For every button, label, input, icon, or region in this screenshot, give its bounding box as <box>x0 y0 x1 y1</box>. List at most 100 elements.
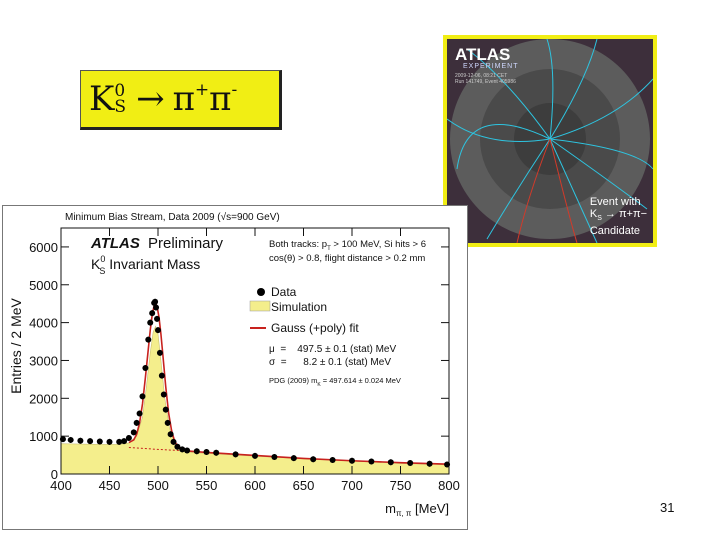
event-info-line: 2009-12-06, 08:21 CET <box>455 73 508 79</box>
formula-arrow: → <box>136 79 165 119</box>
mass-plot: Minimum Bias Stream, Data 2009 (√s=900 G… <box>2 205 468 530</box>
event-display-graphic <box>447 39 653 243</box>
data-point <box>203 449 210 456</box>
x-axis-label: mπ, π [MeV] <box>385 501 449 518</box>
plot-header: Minimum Bias Stream, Data 2009 (√s=900 G… <box>65 211 280 223</box>
data-point <box>167 431 174 438</box>
data-point <box>152 298 159 305</box>
data-point <box>170 438 177 445</box>
data-point <box>426 460 433 467</box>
formula-k-sub: S <box>114 97 127 117</box>
data-point <box>153 304 160 311</box>
data-point <box>232 451 239 458</box>
legend-fit: Gauss (+poly) fit <box>271 321 359 335</box>
x-tick-label: 500 <box>147 478 169 493</box>
data-point <box>149 310 156 317</box>
event-caption-line3: Candidate <box>589 225 640 237</box>
data-point <box>158 372 165 379</box>
cuts-line1: Both tracks: pT > 100 MeV, Si hits > 6 <box>269 239 426 252</box>
data-point <box>59 436 66 443</box>
atlas-label: ATLAS <box>90 235 140 252</box>
data-point <box>174 443 181 450</box>
fit-pdg: PDG (2009) mK = 497.614 ± 0.024 MeV <box>269 376 401 388</box>
legend-data-marker <box>257 288 265 296</box>
event-caption: Event with KS → π+π− Candidate <box>590 196 647 237</box>
subtitle: K0 S Invariant Mass <box>91 254 200 276</box>
event-info-line: Run 141749, Event 405986 <box>455 79 516 85</box>
y-axis-label: Entries / 2 MeV <box>8 297 24 393</box>
formula-pi-plus-sup: + <box>194 80 210 100</box>
background-fit-line <box>128 447 188 452</box>
data-point <box>213 449 220 456</box>
data-point <box>407 460 414 467</box>
y-tick-label: 0 <box>51 467 58 482</box>
x-tick-label: 700 <box>341 478 363 493</box>
event-info: 2009-12-06, 08:21 CET Run 141749, Event … <box>455 73 516 85</box>
x-tick-label: 400 <box>50 478 72 493</box>
preliminary-label: Preliminary <box>148 235 224 252</box>
data-point <box>160 391 167 398</box>
formula-pi-minus-sup: - <box>231 80 238 100</box>
legend-simulation-swatch <box>249 300 271 312</box>
data-point <box>96 438 103 445</box>
event-display: ATLAS EXPERIMENT 2009-12-06, 08:21 CET R… <box>443 35 657 247</box>
legend-simulation: Simulation <box>271 300 327 314</box>
data-point <box>349 457 355 464</box>
data-point <box>87 438 94 445</box>
y-tick-label: 5000 <box>29 278 58 293</box>
data-point <box>139 393 146 400</box>
data-point <box>162 406 169 413</box>
data-point <box>142 365 149 372</box>
data-point <box>154 315 161 322</box>
legend: Data Simulation Gauss (+poly) fit <box>249 285 359 335</box>
data-point <box>156 349 163 356</box>
legend-data: Data <box>271 285 297 299</box>
data-point <box>121 438 128 445</box>
data-point <box>387 459 394 466</box>
event-caption-line1: Event with <box>589 195 641 208</box>
data-point <box>184 447 191 454</box>
x-tick-label: 550 <box>196 478 218 493</box>
y-tick-label: 4000 <box>29 316 58 331</box>
data-point <box>193 448 200 455</box>
data-point <box>179 446 186 453</box>
atlas-logo: ATLAS <box>455 45 511 64</box>
atlas-logo-sub: EXPERIMENT <box>463 63 519 70</box>
event-caption-line2: KS → π+π− <box>589 207 647 222</box>
mass-plot-svg: Minimum Bias Stream, Data 2009 (√s=900 G… <box>8 211 460 518</box>
formula-pi-plus: π <box>172 79 195 119</box>
x-tick-label: 800 <box>438 478 460 493</box>
fit-mu: μ = 497.5 ± 0.1 (stat) MeV <box>269 344 396 355</box>
x-tick-label: 600 <box>244 478 266 493</box>
formula-k: K <box>89 79 115 119</box>
cuts-line2: cos(θ) > 0.8, flight distance > 0.2 mm <box>269 253 425 264</box>
x-tick-label: 650 <box>293 478 315 493</box>
red-tracks <box>516 138 578 243</box>
data-point <box>147 319 154 326</box>
fit-sigma: σ = 8.2 ± 0.1 (stat) MeV <box>269 357 391 368</box>
data-point <box>145 336 152 343</box>
x-tick-label: 750 <box>390 478 412 493</box>
data-point <box>67 436 74 443</box>
y-tick-label: 1000 <box>29 429 58 444</box>
data-point <box>130 429 137 436</box>
data-point <box>368 458 375 465</box>
data-point <box>116 438 123 445</box>
data-point <box>252 452 258 459</box>
y-tick-label: 2000 <box>29 391 58 406</box>
cyan-tracks <box>447 39 653 243</box>
event-display-image: ATLAS EXPERIMENT 2009-12-06, 08:21 CET R… <box>447 39 653 243</box>
data-point <box>310 456 317 463</box>
plot-area: 400 450 500 550 600 650 700 750 800 0 1000 2000 3000… <box>29 227 460 493</box>
data-point <box>136 410 143 417</box>
data-point <box>77 437 84 444</box>
data-point <box>106 438 113 445</box>
data-point <box>164 419 171 426</box>
data-point <box>133 419 140 426</box>
data-point <box>271 453 278 460</box>
y-tick-label: 3000 <box>29 353 58 368</box>
data-point <box>290 455 297 462</box>
x-tick-label: 450 <box>99 478 121 493</box>
data-point <box>329 456 336 463</box>
